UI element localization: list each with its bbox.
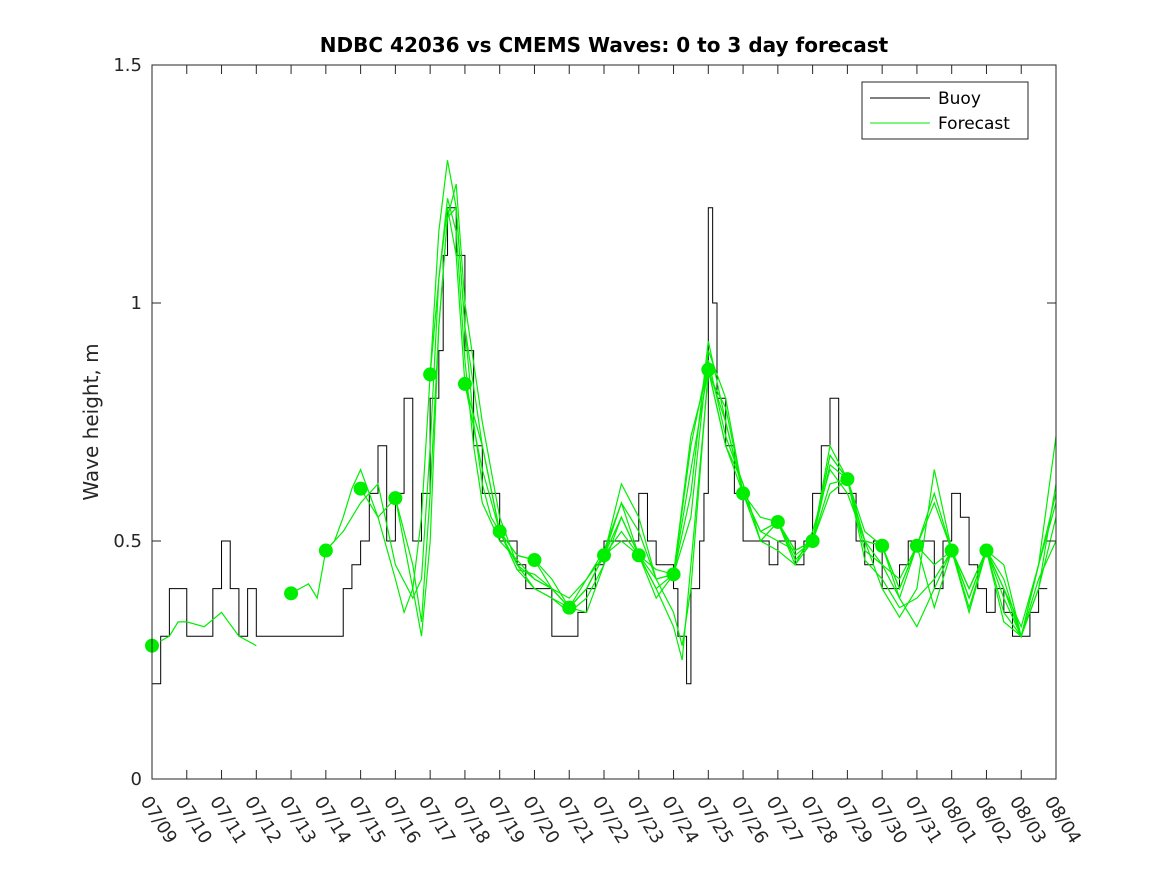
legend-label-buoy: Buoy xyxy=(938,89,981,109)
y-tick-label: 1 xyxy=(131,293,142,314)
forecast-marker xyxy=(944,543,959,558)
forecast-marker xyxy=(875,538,890,553)
forecast-marker xyxy=(909,538,924,553)
forecast-run-line xyxy=(742,443,988,600)
forecast-marker xyxy=(284,586,299,601)
forecast-marker xyxy=(840,472,855,487)
forecast-marker xyxy=(353,481,368,496)
x-tick-label: 08/04 xyxy=(1040,793,1085,848)
forecast-marker xyxy=(318,543,333,558)
forecast-marker xyxy=(805,534,820,548)
legend: Buoy Forecast xyxy=(861,81,1029,140)
legend-box xyxy=(861,81,1029,140)
y-tick-label: 1.5 xyxy=(113,55,142,76)
forecast-marker xyxy=(979,543,994,558)
forecast-marker xyxy=(562,600,577,615)
y-tick-label: 0 xyxy=(131,769,142,790)
legend-label-forecast: Forecast xyxy=(938,114,1010,134)
buoy-series-line xyxy=(152,207,1048,685)
forecast-marker xyxy=(631,548,646,563)
forecast-marker xyxy=(388,491,403,506)
forecast-run-line xyxy=(916,491,1057,639)
y-axis-label: Wave height, m xyxy=(79,343,103,500)
forecast-run-line xyxy=(325,198,570,609)
forecast-run-line xyxy=(638,359,883,576)
forecast-run-line xyxy=(499,372,744,661)
axes: 00.511.507/0907/1007/1107/1207/1307/1407… xyxy=(113,55,1085,848)
forecast-marker xyxy=(492,524,507,539)
forecast-run-line xyxy=(568,340,813,609)
forecast-run-line xyxy=(429,207,674,599)
forecast-marker xyxy=(597,548,611,563)
forecast-run-line xyxy=(951,483,1057,639)
forecast-marker xyxy=(527,553,542,568)
forecast-marker xyxy=(666,567,681,582)
forecast-marker xyxy=(701,362,716,377)
chart-title: NDBC 42036 vs CMEMS Waves: 0 to 3 day fo… xyxy=(320,33,889,57)
forecast-marker xyxy=(423,367,438,382)
forecast-run-line xyxy=(985,540,1057,639)
forecast-marker xyxy=(736,486,751,501)
plot-area xyxy=(145,160,1057,685)
forecast-run-line xyxy=(672,369,918,581)
forecast-run-line xyxy=(160,611,257,647)
forecast-run-line xyxy=(360,183,605,622)
forecast-marker xyxy=(770,514,785,529)
forecast-marker xyxy=(457,376,472,391)
plot-frame xyxy=(151,64,1057,780)
y-tick-label: 0.5 xyxy=(113,531,142,552)
